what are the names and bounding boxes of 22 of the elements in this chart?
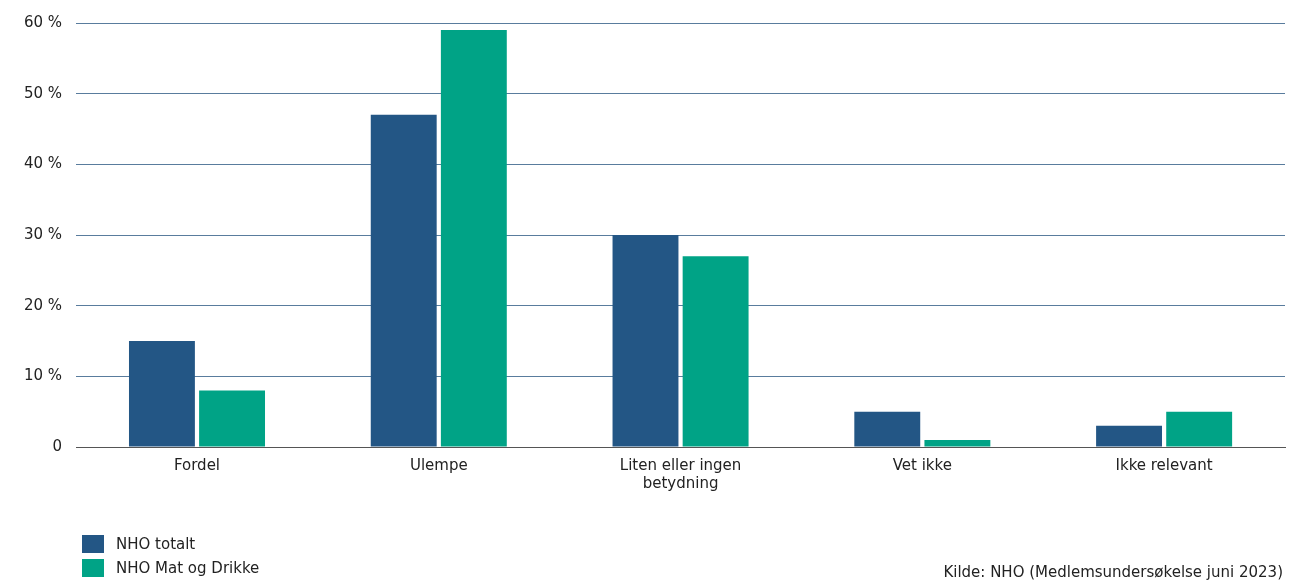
bar: [199, 390, 266, 447]
y-tick-label: 20 %: [24, 295, 63, 314]
x-tick-label: Fordel: [173, 455, 221, 474]
x-tick-label: Vet ikke: [892, 455, 952, 474]
legend-label: NHO totalt: [116, 535, 196, 553]
y-tick-label: 30 %: [24, 224, 63, 243]
y-tick-label: 10 %: [24, 366, 63, 385]
y-tick-label: 60 %: [24, 12, 63, 31]
bar: [854, 411, 921, 447]
bar: [924, 439, 991, 447]
bar: [1096, 425, 1163, 447]
text: Kilde: NHO (Medlemsundersøkelse juni 2023): [943, 563, 1283, 581]
x-tick-label: Liten eller ingen betydning: [619, 455, 742, 492]
legend-label: NHO Mat og Drikke: [116, 559, 260, 577]
x-tick-label: Ulempe: [409, 455, 468, 474]
bar: [440, 30, 507, 447]
y-tick-label: 0: [52, 436, 63, 455]
bar: [682, 256, 749, 447]
bar: [1166, 411, 1233, 447]
x-tick-label: Ikke relevant: [1115, 455, 1213, 474]
y-tick-label: 40 %: [24, 154, 63, 173]
y-tick-label: 50 %: [24, 83, 63, 102]
